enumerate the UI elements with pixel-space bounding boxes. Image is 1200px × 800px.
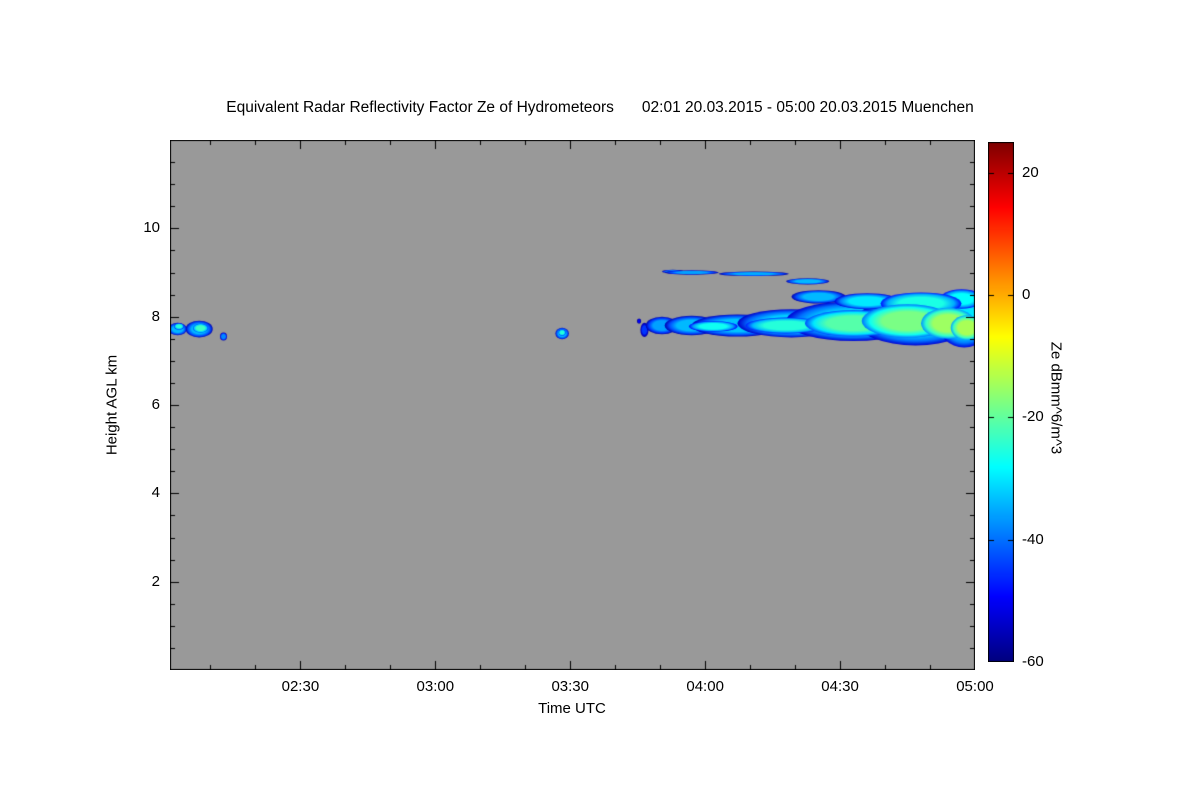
x-tick-label: 04:00 <box>686 678 724 695</box>
colorbar-tick-label: -20 <box>1022 408 1044 426</box>
x-tick-label: 02:30 <box>281 678 320 695</box>
y-tick-label: 4 <box>151 484 160 502</box>
colorbar-canvas <box>988 142 1014 662</box>
x-tick-label: 03:00 <box>416 678 455 695</box>
colorbar-tick-label: -40 <box>1022 530 1044 548</box>
x-tick-label: 04:30 <box>821 678 859 695</box>
chart-title-main: Equivalent Radar Reflectivity Factor Ze … <box>226 99 614 116</box>
y-tick-label: 6 <box>151 396 160 413</box>
y-tick-label: 10 <box>143 219 160 237</box>
colorbar-tick-label: 0 <box>1022 285 1031 303</box>
x-axis-label: Time UTC <box>538 700 606 717</box>
chart-title: Equivalent Radar Reflectivity Factor Ze … <box>0 99 1200 117</box>
colorbar-tick-label: -60 <box>1022 653 1044 670</box>
x-tick-label: 05:00 <box>956 678 994 695</box>
x-tick-label: 03:30 <box>551 678 589 695</box>
y-tick-label: 2 <box>151 572 160 590</box>
chart-title-period: 02:01 20.03.2015 - 05:00 20.03.2015 Muen… <box>641 99 974 116</box>
colorbar-tick-label: 20 <box>1022 163 1039 181</box>
colorbar-label: Ze dBmm^6/m^3 <box>1047 341 1065 455</box>
heatmap-canvas <box>170 140 975 670</box>
y-tick-label: 8 <box>151 307 160 325</box>
